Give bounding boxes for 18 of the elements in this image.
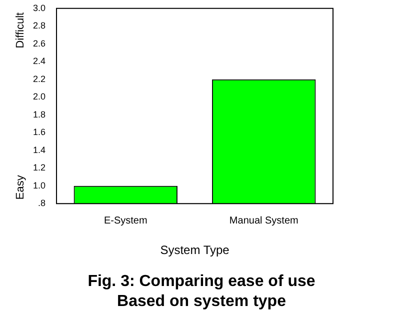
y-tick-label: 1.2 <box>32 162 46 173</box>
x-tick-label: Manual System <box>229 215 298 226</box>
y-tick-label: 3.0 <box>32 2 46 13</box>
x-axis-title: System Type <box>160 243 230 258</box>
x-tick-label: E-System <box>104 215 148 226</box>
text: Difficult <box>14 12 27 48</box>
y-tick-label: 2.2 <box>32 74 46 84</box>
y-tick-label: 1.4 <box>32 144 46 155</box>
y-tick-label: 2.4 <box>32 56 46 66</box>
y-tick-label: 1.6 <box>32 127 46 138</box>
y-tick-label: 2.6 <box>32 38 46 48</box>
y-tick-label: 2.8 <box>32 20 46 31</box>
y-tick-label: 1.8 <box>32 109 46 120</box>
y-tick-label: 2.0 <box>32 92 46 102</box>
text: Fig. 3: Comparing ease of use Based on system type <box>86 272 316 312</box>
y-tick-label: 1.0 <box>32 180 46 190</box>
y-tick-label: .8 <box>38 198 46 208</box>
text: Easy <box>14 174 27 200</box>
